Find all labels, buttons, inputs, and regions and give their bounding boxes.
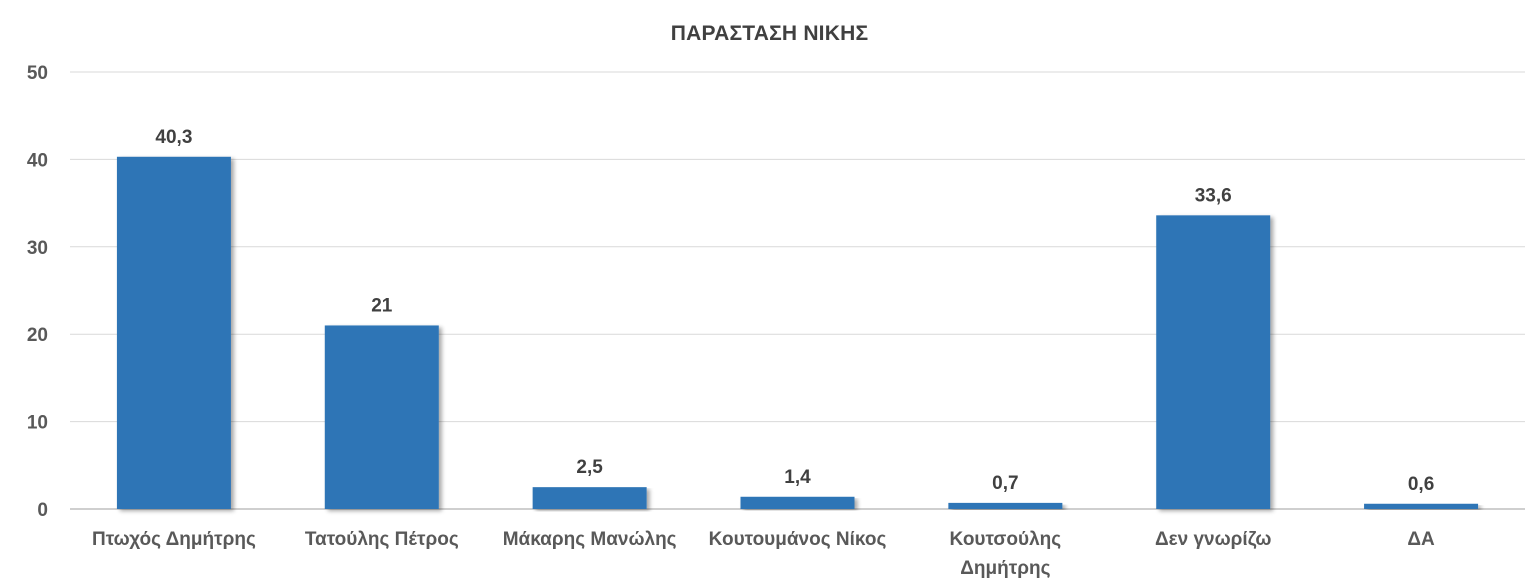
- bar: [1156, 215, 1271, 509]
- bar: [740, 496, 855, 509]
- y-axis-ticks: 0 10 20 30 40 50: [27, 63, 48, 521]
- category-label: Δεν γνωρίζω: [1155, 529, 1271, 550]
- y-tick-label: 20: [27, 325, 48, 346]
- y-tick-label: 40: [27, 150, 48, 171]
- y-tick-label: 10: [27, 413, 48, 434]
- bar: [324, 325, 439, 509]
- data-label: 40,3: [155, 127, 192, 148]
- data-label: 1,4: [784, 467, 811, 488]
- y-tick-label: 30: [27, 238, 48, 259]
- data-label: 0,6: [1408, 474, 1434, 495]
- category-label: ΔΑ: [1407, 529, 1435, 550]
- category-label: Πτωχός Δημήτρης: [92, 529, 256, 550]
- y-tick-label: 0: [37, 500, 48, 521]
- bar: [948, 502, 1063, 509]
- bars: [116, 156, 1479, 509]
- chart-title: ΠΑΡΑΣΤΑΣΗ ΝΙΚΗΣ: [670, 22, 869, 45]
- category-label: Κουτουμάνος Νίκος: [709, 529, 887, 550]
- category-label: Δημήτρης: [960, 558, 1050, 579]
- category-label: Κουτσούλης: [950, 529, 1062, 550]
- gridlines: [70, 71, 1525, 510]
- bar: [1364, 503, 1479, 509]
- data-label: 33,6: [1195, 185, 1232, 206]
- data-labels: 40,3 21 2,5 1,4 0,7 33,6 0,6: [155, 127, 1434, 495]
- bar: [532, 487, 647, 509]
- x-axis-categories: Πτωχός Δημήτρης Τατούλης Πέτρος Μάκαρης Μα…: [92, 529, 1435, 579]
- category-label: Τατούλης Πέτρος: [305, 529, 459, 550]
- data-label: 2,5: [576, 457, 603, 478]
- category-label: Μάκαρης Μανώλης: [503, 529, 677, 550]
- bar: [116, 156, 231, 509]
- data-label: 21: [371, 295, 393, 316]
- data-label: 0,7: [992, 473, 1018, 494]
- y-tick-label: 50: [27, 63, 48, 84]
